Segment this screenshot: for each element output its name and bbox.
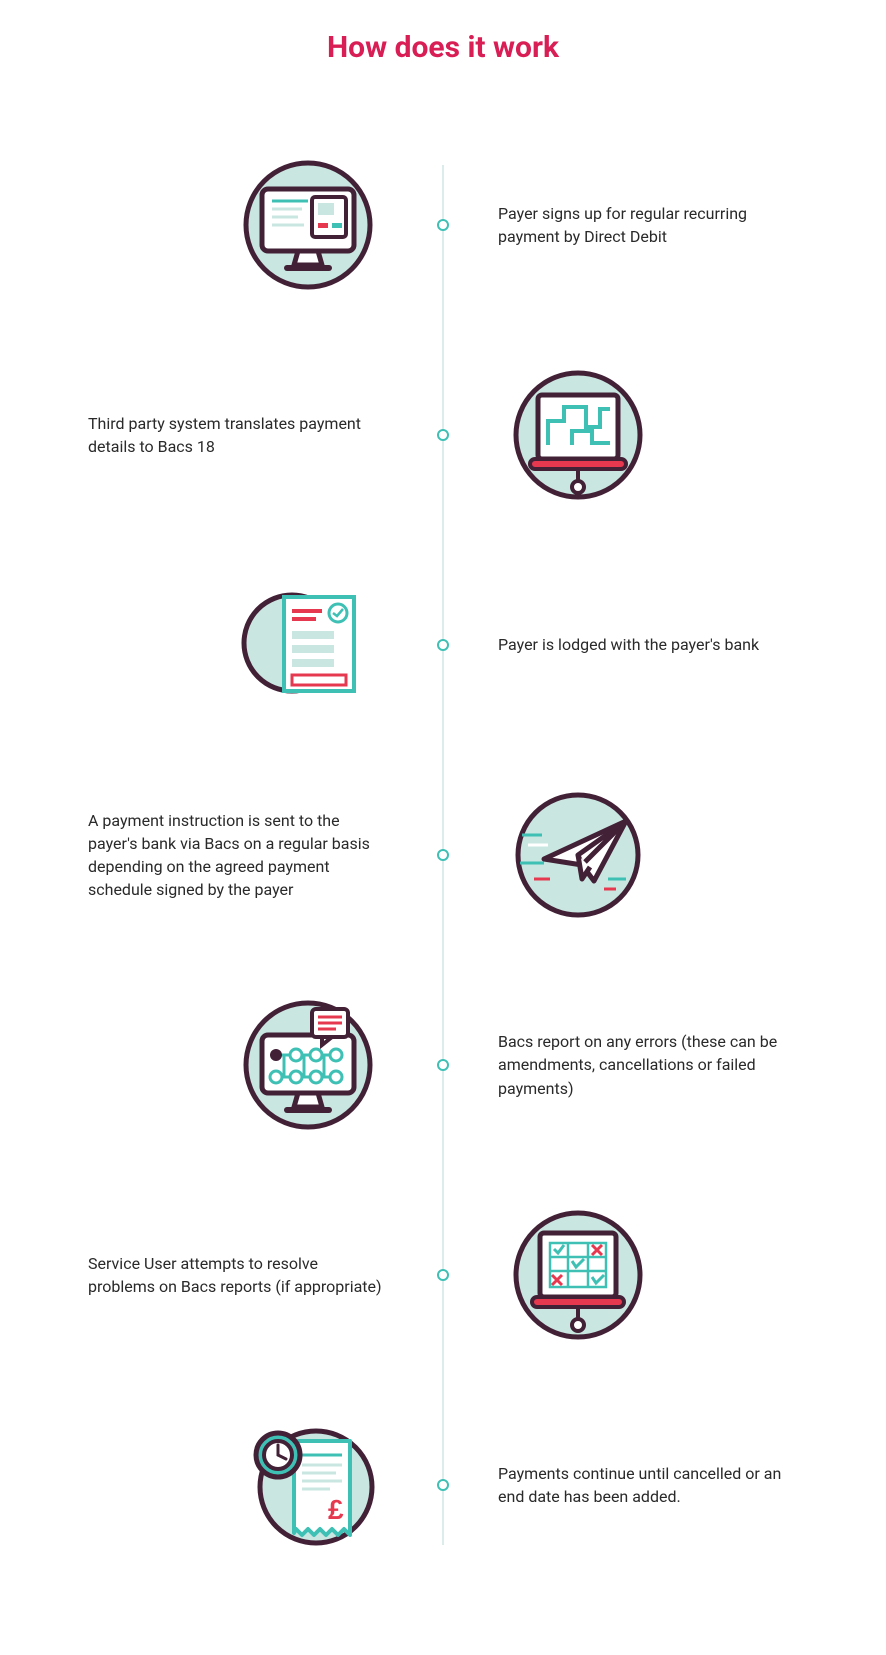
timeline-dot [437,1479,449,1491]
timeline-dot [437,1269,449,1281]
monitor-form-icon [228,145,388,305]
timeline: Payer signs up for regular recurring pay… [60,125,826,1585]
timeline-step: Payer signs up for regular recurring pay… [60,125,826,325]
timeline-dot [437,1059,449,1071]
step-text: Bacs report on any errors (these can be … [498,1030,798,1100]
timeline-step: A payment instruction is sent to the pay… [60,755,826,955]
page-title: How does it work [60,30,826,65]
timeline-step: Bacs report on any errors (these can be … [60,965,826,1165]
receipt-clock-icon [228,1405,388,1565]
timeline-step: Service User attempts to resolve problem… [60,1175,826,1375]
timeline-dot [437,639,449,651]
document-form-icon [228,565,388,725]
board-maze-icon [498,355,658,515]
step-text: A payment instruction is sent to the pay… [88,809,388,902]
step-text: Payments continue until cancelled or an … [498,1462,798,1508]
monitor-nodes-icon [228,985,388,1145]
step-text: Payer signs up for regular recurring pay… [498,202,798,248]
timeline-step: Third party system translates payment de… [60,335,826,535]
timeline-step: Payer is lodged with the payer's bank [60,545,826,745]
timeline-dot [437,849,449,861]
timeline-dot [437,219,449,231]
timeline-step: Payments continue until cancelled or an … [60,1385,826,1585]
board-grid-icon [498,1195,658,1355]
step-text: Third party system translates payment de… [88,412,388,458]
step-text: Payer is lodged with the payer's bank [498,633,759,656]
paper-plane-icon [498,775,658,935]
timeline-dot [437,429,449,441]
step-text: Service User attempts to resolve problem… [88,1252,388,1298]
